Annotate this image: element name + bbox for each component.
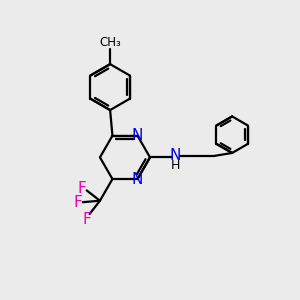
Text: N: N [170,148,181,164]
Text: H: H [171,159,180,172]
Text: CH₃: CH₃ [99,36,121,49]
Text: F: F [73,195,82,210]
Text: N: N [132,172,143,187]
Text: F: F [82,212,91,227]
Text: N: N [132,128,143,143]
Text: F: F [78,182,87,196]
